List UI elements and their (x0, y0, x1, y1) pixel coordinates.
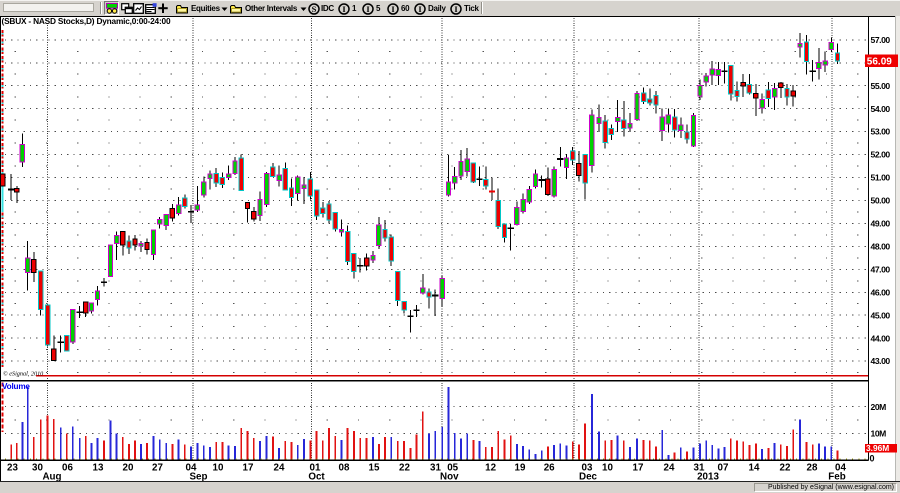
svg-text:20: 20 (123, 462, 134, 473)
svg-text:46.00: 46.00 (871, 287, 891, 297)
svg-text:54.00: 54.00 (871, 104, 891, 114)
svg-text:I: I (418, 4, 422, 14)
svg-text:Dec: Dec (579, 472, 598, 481)
svg-text:56.09: 56.09 (867, 56, 892, 67)
svg-text:04: 04 (835, 462, 846, 473)
svg-text:26: 26 (544, 462, 555, 473)
svg-text:Sep: Sep (190, 472, 208, 481)
svg-text:08: 08 (339, 462, 350, 473)
svg-text:31: 31 (694, 462, 705, 473)
svg-text:30: 30 (32, 462, 43, 473)
svg-text:06: 06 (62, 462, 73, 473)
svg-text:I: I (342, 4, 346, 14)
svg-text:04: 04 (186, 462, 197, 473)
svg-text:14: 14 (749, 462, 760, 473)
svg-text:3.96M: 3.96M (866, 443, 889, 453)
svg-text:27: 27 (152, 462, 163, 473)
svg-text:47.00: 47.00 (871, 264, 891, 274)
svg-text:10: 10 (213, 462, 224, 473)
svg-text:S: S (312, 4, 317, 14)
svg-text:(SBUX - NASD Stocks,D) Dynamic: (SBUX - NASD Stocks,D) Dynamic,0:00-24:0… (2, 16, 171, 26)
svg-text:Feb: Feb (828, 472, 845, 481)
svg-text:I: I (454, 4, 458, 14)
svg-text:19: 19 (515, 462, 526, 473)
svg-text:22: 22 (780, 462, 791, 473)
svg-text:I: I (391, 4, 395, 14)
svg-text:10: 10 (602, 462, 613, 473)
svg-text:43.00: 43.00 (871, 356, 891, 366)
svg-text:07: 07 (718, 462, 729, 473)
svg-text:22: 22 (399, 462, 410, 473)
svg-text:05: 05 (447, 462, 458, 473)
svg-text:28: 28 (807, 462, 818, 473)
svg-text:13: 13 (93, 462, 104, 473)
svg-text:© eSignal, 2010: © eSignal, 2010 (3, 370, 44, 377)
svg-text:Oct: Oct (308, 472, 325, 481)
svg-text:52.00: 52.00 (871, 150, 891, 160)
svg-text:12: 12 (485, 462, 496, 473)
svg-text:57.00: 57.00 (871, 35, 891, 45)
svg-text:55.00: 55.00 (871, 81, 891, 91)
svg-text:17: 17 (633, 462, 644, 473)
svg-text:Aug: Aug (42, 472, 61, 481)
svg-text:03: 03 (582, 462, 593, 473)
svg-text:31: 31 (430, 462, 441, 473)
svg-text:15: 15 (369, 462, 380, 473)
svg-text:I: I (366, 4, 370, 14)
svg-text:2013: 2013 (697, 472, 719, 481)
svg-text:24: 24 (274, 462, 285, 473)
svg-text:53.00: 53.00 (871, 127, 891, 137)
svg-text:45.00: 45.00 (871, 310, 891, 320)
svg-text:24: 24 (664, 462, 675, 473)
svg-text:20M: 20M (871, 402, 887, 412)
svg-text:23: 23 (7, 462, 18, 473)
svg-text:10M: 10M (871, 429, 887, 439)
svg-text:44.00: 44.00 (871, 333, 891, 343)
svg-text:49.00: 49.00 (871, 219, 891, 229)
svg-text:Nov: Nov (440, 472, 459, 481)
svg-text:0: 0 (870, 454, 875, 464)
svg-text:48.00: 48.00 (871, 241, 891, 251)
svg-text:17: 17 (243, 462, 254, 473)
svg-text:51.00: 51.00 (871, 173, 891, 183)
svg-text:50.00: 50.00 (871, 196, 891, 206)
svg-text:Volume: Volume (2, 382, 30, 391)
svg-text:01: 01 (310, 462, 321, 473)
